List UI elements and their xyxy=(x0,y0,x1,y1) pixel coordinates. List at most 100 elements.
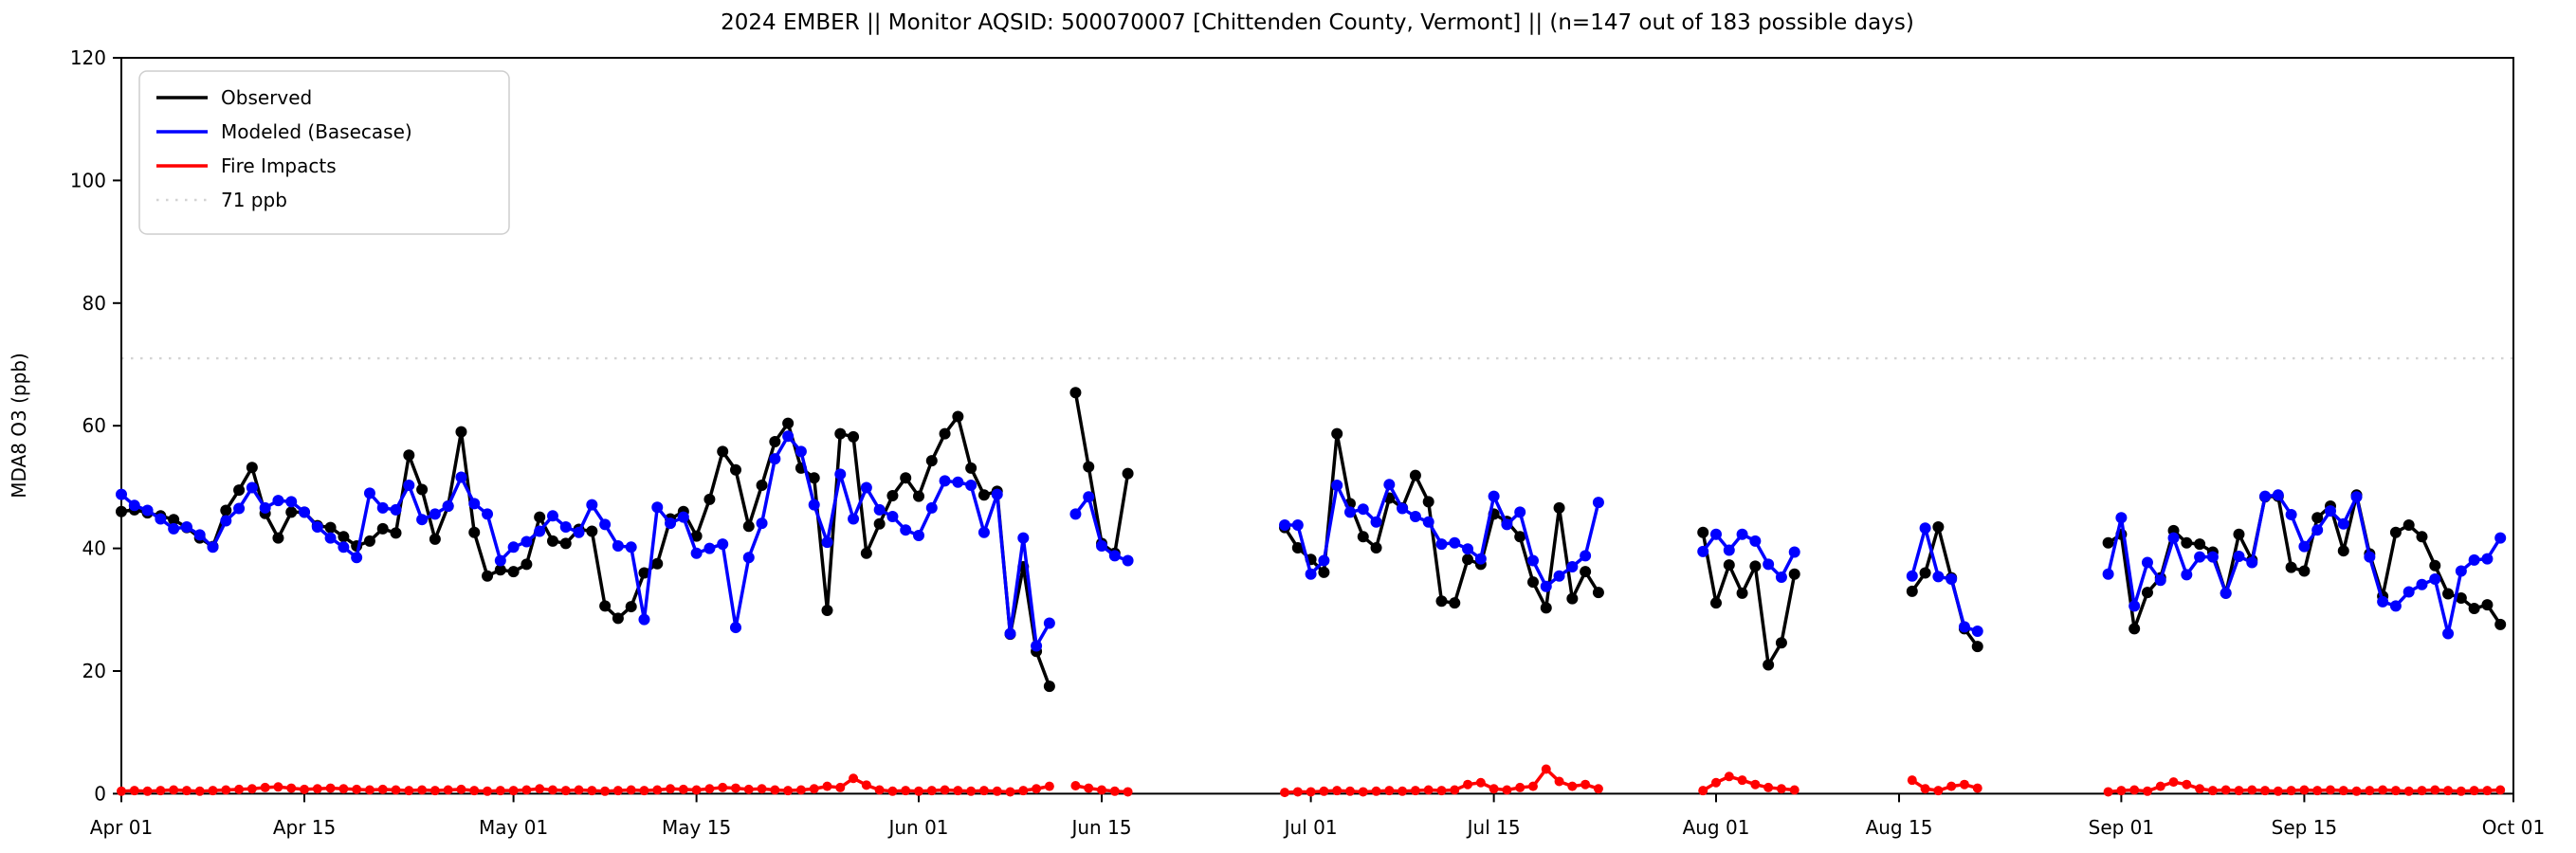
modeled-basecase-marker xyxy=(2115,512,2128,524)
y-tick-label: 100 xyxy=(70,169,106,191)
observed-marker xyxy=(2429,559,2441,572)
fire-impacts-marker xyxy=(743,784,754,794)
modeled-basecase-marker xyxy=(128,499,140,512)
fire-impacts-marker xyxy=(1410,786,1420,796)
observed-marker xyxy=(2311,512,2324,524)
legend-label-ppb: 71 ppb xyxy=(221,189,287,211)
modeled-basecase-marker xyxy=(2102,568,2114,580)
modeled-basecase-marker xyxy=(2206,551,2219,563)
modeled-basecase-marker xyxy=(2128,600,2141,612)
fire-impacts-marker xyxy=(443,785,453,795)
modeled-basecase-marker xyxy=(521,535,533,548)
fire-impacts-marker xyxy=(1358,787,1368,797)
modeled-basecase-marker xyxy=(507,541,520,554)
modeled-basecase-marker xyxy=(795,445,807,458)
observed-marker xyxy=(1723,559,1735,572)
modeled-basecase-marker xyxy=(625,541,637,554)
modeled-basecase-marker xyxy=(1763,558,1775,571)
observed-marker xyxy=(168,514,180,526)
fire-impacts-marker xyxy=(2207,786,2218,796)
fire-impacts-marker xyxy=(2168,777,2179,788)
modeled-basecase-marker xyxy=(1906,570,1918,582)
fire-impacts-marker xyxy=(1371,786,1381,796)
fire-impacts-marker xyxy=(286,783,297,793)
fire-impacts-marker xyxy=(129,786,139,796)
fire-impacts-marker xyxy=(1580,779,1591,789)
fire-impacts-marker xyxy=(234,784,245,794)
observed-marker xyxy=(599,600,612,612)
modeled-basecase-marker xyxy=(324,532,337,544)
modeled-basecase-marker xyxy=(1514,506,1526,518)
modeled-basecase-marker xyxy=(1501,518,1513,531)
observed-marker xyxy=(965,462,977,474)
fire-impacts-marker xyxy=(1750,779,1761,789)
observed-marker xyxy=(900,472,912,484)
fire-impacts-marker xyxy=(770,785,780,795)
fire-impacts-marker xyxy=(1292,787,1303,797)
modeled-basecase-marker xyxy=(2311,524,2324,536)
y-tick-label: 20 xyxy=(82,660,106,682)
modeled-basecase-marker xyxy=(2364,551,2376,563)
modeled-basecase-marker xyxy=(442,499,454,512)
fire-impacts-marker xyxy=(181,786,192,796)
fire-impacts-marker xyxy=(966,786,977,796)
observed-marker xyxy=(233,484,246,497)
modeled-basecase-marker xyxy=(1449,536,1461,549)
fire-impacts-marker xyxy=(1515,782,1526,792)
modeled-basecase-marker xyxy=(1291,519,1304,532)
x-tick-label: Jun 15 xyxy=(1069,816,1131,839)
fire-impacts-marker xyxy=(2116,786,2127,796)
observed-marker xyxy=(546,535,558,547)
modeled-basecase-marker xyxy=(1932,571,1945,583)
y-tick-label: 60 xyxy=(82,414,106,437)
modeled-basecase-marker xyxy=(351,552,363,564)
modeled-basecase-marker xyxy=(2481,553,2494,565)
modeled-basecase-marker xyxy=(2442,627,2455,640)
fire-impacts-marker xyxy=(639,786,649,796)
observed-marker xyxy=(1069,387,1082,399)
modeled-basecase-marker xyxy=(259,501,271,514)
modeled-basecase-marker xyxy=(717,538,729,551)
x-tick-label: May 01 xyxy=(479,816,548,839)
fire-impacts-marker xyxy=(1724,771,1734,782)
observed-marker xyxy=(717,445,729,458)
modeled-basecase-marker xyxy=(1710,528,1722,540)
modeled-basecase-marker xyxy=(1343,506,1356,518)
modeled-basecase-marker xyxy=(1017,532,1030,544)
fire-impacts-marker xyxy=(1332,786,1343,796)
modeled-basecase-marker xyxy=(168,522,180,535)
observed-marker xyxy=(782,417,795,429)
fire-impacts-marker xyxy=(587,786,597,796)
observed-marker xyxy=(886,489,899,501)
modeled-basecase-marker xyxy=(1946,572,1958,585)
observed-marker xyxy=(2494,618,2507,630)
modeled-basecase-marker xyxy=(2167,532,2180,544)
fire-impacts-marker xyxy=(208,786,218,796)
modeled-basecase-marker xyxy=(429,508,441,520)
fire-impacts-marker xyxy=(795,785,806,795)
fire-impacts-marker xyxy=(926,786,937,796)
observed-marker xyxy=(808,472,820,484)
fire-impacts-marker xyxy=(678,784,688,794)
fire-impacts-marker xyxy=(312,784,322,794)
modeled-basecase-marker xyxy=(546,510,558,522)
modeled-basecase-marker xyxy=(468,498,481,510)
modeled-basecase-marker xyxy=(925,501,938,514)
fire-impacts-marker xyxy=(1306,787,1316,797)
modeled-basecase-marker xyxy=(2494,532,2507,544)
observed-marker xyxy=(625,601,637,613)
modeled-basecase-marker xyxy=(1069,508,1082,520)
observed-marker xyxy=(455,426,467,438)
modeled-basecase-marker xyxy=(207,541,219,554)
fire-impacts-marker xyxy=(2482,786,2493,796)
modeled-basecase-marker xyxy=(690,547,703,559)
modeled-basecase-marker xyxy=(2285,509,2297,521)
observed-marker xyxy=(952,410,964,423)
fire-impacts-marker xyxy=(1044,781,1054,791)
modeled-basecase-marker xyxy=(1697,545,1709,557)
observed-marker xyxy=(2416,531,2428,543)
observed-marker xyxy=(559,537,572,550)
modeled-basecase-marker xyxy=(2429,572,2441,585)
modeled-basecase-marker xyxy=(1775,572,1787,584)
observed-marker xyxy=(1083,461,1095,473)
